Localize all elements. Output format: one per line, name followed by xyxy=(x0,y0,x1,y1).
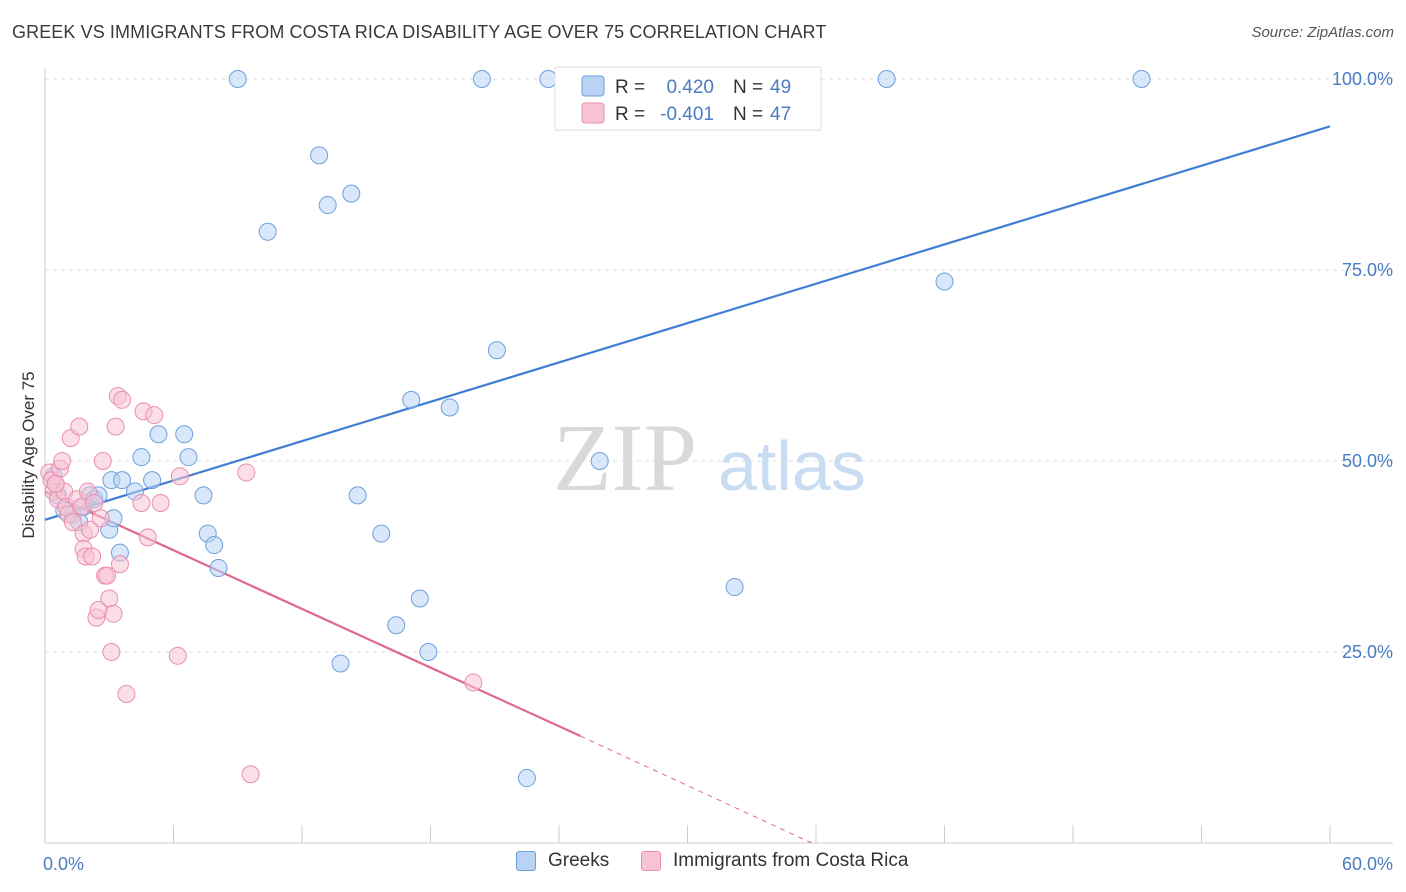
point-greeks xyxy=(132,448,151,467)
point-greeks xyxy=(331,654,350,673)
point-costa-rica xyxy=(110,555,129,574)
point-greeks xyxy=(318,196,337,215)
point-costa-rica xyxy=(63,513,82,532)
trend-line-costa-rica-extension xyxy=(580,735,812,844)
point-costa-rica xyxy=(117,685,136,704)
point-greeks xyxy=(372,524,391,543)
point-greeks xyxy=(209,558,228,577)
point-costa-rica xyxy=(102,643,121,661)
point-greeks xyxy=(149,425,168,444)
point-costa-rica xyxy=(113,390,132,409)
point-greeks xyxy=(179,448,198,467)
point-costa-rica xyxy=(464,673,483,692)
point-costa-rica xyxy=(106,417,125,436)
point-greeks xyxy=(143,471,162,490)
point-costa-rica xyxy=(138,528,157,547)
point-greeks xyxy=(228,70,247,88)
point-costa-rica xyxy=(100,589,119,608)
point-costa-rica xyxy=(168,646,187,665)
stats-r-label: R = xyxy=(615,104,645,125)
watermark-zip: ZIP xyxy=(553,404,697,511)
y-tick-label: 75.0% xyxy=(1342,260,1393,280)
point-greeks xyxy=(258,222,277,241)
point-greeks xyxy=(517,769,536,788)
stats-n-value: 49 xyxy=(770,77,791,98)
point-costa-rica xyxy=(98,566,117,585)
point-greeks xyxy=(387,616,406,635)
point-costa-rica xyxy=(104,604,123,623)
x-tick-label: 0.0% xyxy=(43,854,84,874)
stats-n-label: N = xyxy=(733,77,763,98)
point-greeks xyxy=(487,341,506,360)
chart-title: GREEK VS IMMIGRANTS FROM COSTA RICA DISA… xyxy=(12,22,827,42)
legend-swatch-pink xyxy=(641,851,661,871)
point-costa-rica xyxy=(85,494,104,513)
stats-r-value: -0.401 xyxy=(660,104,714,125)
y-tick-label: 50.0% xyxy=(1342,451,1393,471)
legend-item-greeks[interactable]: Greeks xyxy=(516,850,609,872)
watermark: ZIP atlas xyxy=(553,404,866,511)
y-tick-label: 100.0% xyxy=(1332,69,1393,89)
point-costa-rica xyxy=(145,406,164,425)
y-tick-label: 25.0% xyxy=(1342,642,1393,662)
data-points xyxy=(40,70,1151,788)
point-greeks xyxy=(539,70,558,88)
point-costa-rica xyxy=(70,417,89,436)
trend-lines xyxy=(44,125,1331,844)
point-greeks xyxy=(194,486,213,505)
point-greeks xyxy=(1132,70,1151,88)
x-tick-label: 60.0% xyxy=(1342,854,1393,874)
tick-labels: 25.0% 50.0% 75.0% 100.0% 0.0% 60.0% xyxy=(43,69,1393,874)
stats-r-value: 0.420 xyxy=(666,77,714,98)
source-label: Source: ZipAtlas.com xyxy=(1251,24,1394,41)
point-costa-rica xyxy=(132,494,151,513)
point-costa-rica xyxy=(46,474,65,493)
point-greeks xyxy=(342,184,361,203)
point-costa-rica xyxy=(241,765,260,784)
point-greeks xyxy=(590,452,609,470)
point-costa-rica xyxy=(170,467,189,486)
point-greeks xyxy=(348,486,367,505)
point-greeks xyxy=(113,471,132,490)
point-greeks xyxy=(440,398,459,417)
point-greeks xyxy=(310,146,329,165)
point-costa-rica xyxy=(151,494,170,513)
point-greeks xyxy=(410,589,429,608)
point-greeks xyxy=(419,643,438,661)
stats-legend: R = 0.420 N = 49 R = -0.401 N = 47 xyxy=(554,66,822,131)
grid-lines xyxy=(45,78,1393,653)
point-greeks xyxy=(725,578,744,597)
legend-label-greeks: Greeks xyxy=(548,850,610,871)
stats-swatch-blue xyxy=(581,75,605,97)
point-costa-rica xyxy=(53,452,72,470)
point-greeks xyxy=(935,272,954,291)
trend-line-costa-rica xyxy=(44,490,581,738)
point-costa-rica xyxy=(80,520,99,539)
bottom-legend: Greeks Immigrants from Costa Rica xyxy=(0,850,1406,880)
point-costa-rica xyxy=(91,509,110,528)
y-axis-label: Disability Age Over 75 xyxy=(19,371,38,538)
legend-label-costa-rica: Immigrants from Costa Rica xyxy=(673,850,909,871)
point-costa-rica xyxy=(93,452,112,470)
point-greeks xyxy=(205,536,224,555)
legend-item-costa-rica[interactable]: Immigrants from Costa Rica xyxy=(641,850,908,872)
stats-swatch-pink xyxy=(581,102,605,124)
stats-n-label: N = xyxy=(733,104,763,125)
stats-r-label: R = xyxy=(615,77,645,98)
watermark-atlas: atlas xyxy=(718,427,866,505)
point-greeks xyxy=(175,425,194,444)
trend-line-greeks xyxy=(44,125,1331,521)
legend-swatch-blue xyxy=(516,851,536,871)
point-greeks xyxy=(877,70,896,88)
point-greeks xyxy=(402,390,421,409)
point-costa-rica xyxy=(237,463,256,482)
stats-n-value: 47 xyxy=(770,104,791,125)
point-greeks xyxy=(472,70,491,88)
axes xyxy=(44,68,1393,844)
point-costa-rica xyxy=(83,547,102,566)
